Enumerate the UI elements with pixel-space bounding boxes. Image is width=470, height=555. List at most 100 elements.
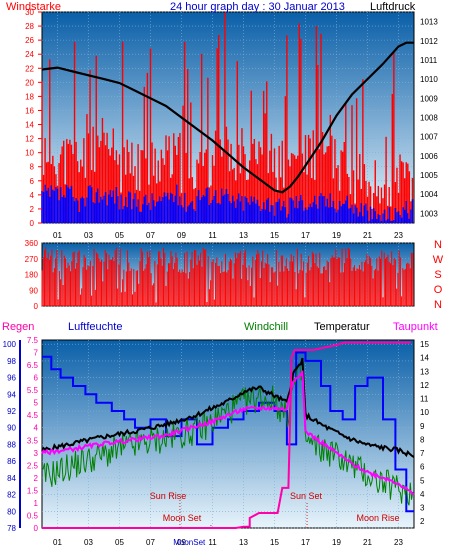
p1-x-tick-label: 01 <box>53 231 62 240</box>
taupunkt-label: Taupunkt <box>393 321 438 333</box>
direction-tick-label: 180 <box>25 271 39 280</box>
p1-x-tick-label: 11 <box>208 231 217 240</box>
wind-gust-bars <box>41 184 414 223</box>
humidity-tick-label: 88 <box>7 440 16 449</box>
sun-set-label: Sun Set <box>290 491 323 501</box>
p3-x-tick-label: 21 <box>363 538 372 547</box>
rain-tick-label: 1.5 <box>27 486 39 495</box>
rain-tick-label: 6.5 <box>27 361 39 370</box>
rain-tick-label: 7.5 <box>27 336 39 345</box>
humidity-y-axis: 78 80 82 84 86 88 90 92 94 96 98 100 <box>3 340 21 533</box>
rain-tick-label: 4 <box>34 424 39 433</box>
temperature-line <box>41 357 415 458</box>
rain-tick-label: 0 <box>34 524 39 533</box>
direction-y-axis: 0 90 180 270 360 <box>25 239 39 311</box>
panel3-grid <box>42 340 414 529</box>
temperature-tick-label: 10 <box>420 408 429 417</box>
p1-x-tick-label: 05 <box>115 231 124 240</box>
pressure-tick-label: 1012 <box>420 37 438 46</box>
chart-title: 24 hour graph day : 30 Januar 2013 <box>170 1 345 13</box>
temperatur-label: Temperatur <box>314 321 370 333</box>
regen-label: Regen <box>2 321 34 333</box>
temperature-tick-label: 8 <box>420 435 425 444</box>
direction-tick-label: 0 <box>34 302 39 311</box>
moonset-marker-label: MoonSet <box>173 538 206 547</box>
rain-tick-label: 1 <box>34 499 39 508</box>
luftfeuchte-label: Luftfeuchte <box>68 321 122 333</box>
p3-x-tick-label: 07 <box>146 538 155 547</box>
panel3-x-axis: 01 03 05 07 09 11 13 15 17 19 21 23 MoonSet <box>53 538 403 547</box>
wind-tick-label: 6 <box>30 177 35 186</box>
p1-x-tick-label: 21 <box>363 231 372 240</box>
sun-rise-label: Sun Rise <box>150 491 187 501</box>
wind-tick-label: 8 <box>30 163 35 172</box>
moon-set-label: Moon Set <box>163 513 202 523</box>
p3-x-tick-label: 11 <box>208 538 217 547</box>
wind-tick-label: 10 <box>25 149 34 158</box>
temperature-tick-label: 14 <box>420 354 429 363</box>
wind-tick-label: 4 <box>30 191 35 200</box>
humidity-tick-label: 86 <box>7 457 16 466</box>
pressure-tick-label: 1011 <box>420 56 438 65</box>
wind-tick-label: 28 <box>25 22 34 31</box>
pressure-tick-label: 1006 <box>420 152 438 161</box>
wind-tick-label: 30 <box>25 8 34 17</box>
wind-tick-label: 12 <box>25 135 34 144</box>
rain-tick-label: 4.5 <box>27 411 39 420</box>
p3-x-tick-label: 17 <box>301 538 310 547</box>
compass-label: O <box>434 284 443 296</box>
pressure-tick-label: 1004 <box>420 190 438 199</box>
wind-tick-label: 20 <box>25 78 34 87</box>
humidity-tick-label: 78 <box>7 524 16 533</box>
temperature-tick-label: 12 <box>420 381 429 390</box>
humidity-tick-label: 98 <box>7 357 16 366</box>
wind-tick-label: 0 <box>30 219 35 228</box>
pressure-tick-label: 1003 <box>420 209 438 218</box>
rain-tick-label: 5 <box>34 399 39 408</box>
p3-x-tick-label: 19 <box>332 538 341 547</box>
humidity-tick-label: 90 <box>7 424 16 433</box>
wind-tick-label: 26 <box>25 36 34 45</box>
temperature-y-axis: 2 3 4 5 6 7 8 9 10 11 12 13 14 15 <box>420 340 429 526</box>
p3-x-tick-label: 05 <box>115 538 124 547</box>
temperature-tick-label: 3 <box>420 504 425 513</box>
humidity-tick-label: 84 <box>7 474 16 483</box>
wind-tick-label: 24 <box>25 50 34 59</box>
pressure-tick-label: 1009 <box>420 94 438 103</box>
p3-x-tick-label: 09 <box>177 538 186 547</box>
dewpoint-line <box>41 370 415 496</box>
panel3-bg <box>41 339 415 529</box>
wind-tick-label: 14 <box>25 121 34 130</box>
p3-x-tick-label: 01 <box>53 538 62 547</box>
pressure-tick-label: 1013 <box>420 18 438 27</box>
windstarke-label: Windstarke <box>6 1 61 13</box>
humidity-tick-label: 94 <box>7 390 16 399</box>
compass-label: S <box>434 269 441 281</box>
moon-rise-label: Moon Rise <box>356 513 399 523</box>
rain-tick-label: 5.5 <box>27 386 39 395</box>
direction-bars <box>41 247 414 306</box>
humidity-tick-label: 80 <box>7 507 16 516</box>
pressure-tick-label: 1010 <box>420 75 438 84</box>
sun-moon-events: Sun Rise Sun Set Moon Set Moon Rise <box>150 491 400 528</box>
humidity-tick-label: 82 <box>7 491 16 500</box>
windchill-label: Windchill <box>244 321 288 333</box>
direction-tick-label: 360 <box>25 239 39 248</box>
p1-x-tick-label: 03 <box>84 231 93 240</box>
rain-tick-label: 6 <box>34 374 39 383</box>
pressure-line <box>41 41 414 194</box>
p1-x-tick-label: 23 <box>394 231 403 240</box>
humidity-tick-label: 96 <box>7 374 16 383</box>
p1-x-tick-label: 07 <box>146 231 155 240</box>
rain-tick-label: 0.5 <box>27 511 39 520</box>
rain-line <box>42 341 411 529</box>
compass-label: N <box>434 239 442 251</box>
wind-tick-label: 16 <box>25 106 34 115</box>
p3-x-tick-label: 03 <box>84 538 93 547</box>
rain-tick-label: 2.5 <box>27 461 39 470</box>
rain-tick-label: 7 <box>34 349 39 358</box>
compass-label: N <box>434 299 442 311</box>
